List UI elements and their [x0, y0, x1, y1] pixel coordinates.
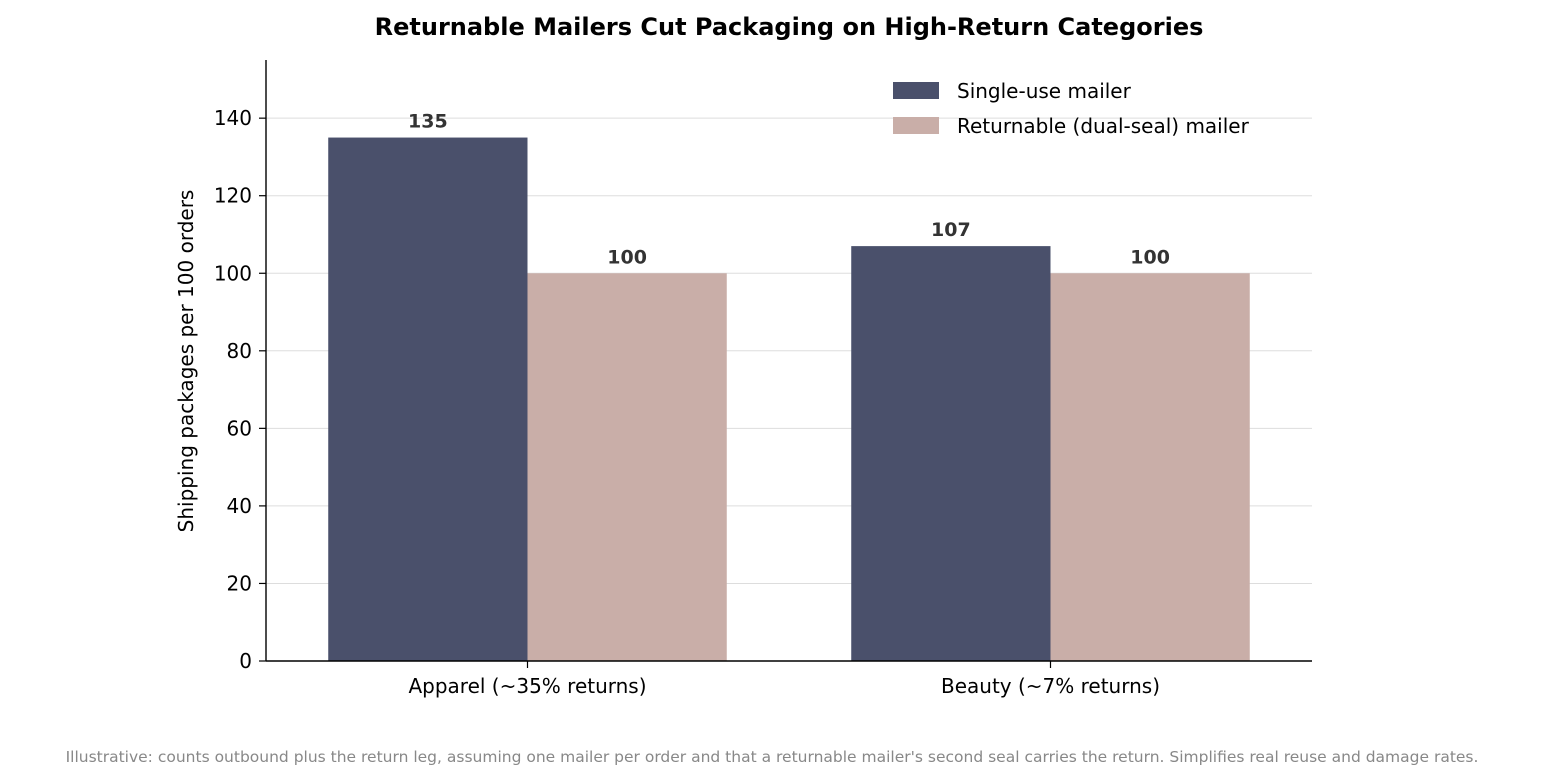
x-tick-label: Apparel (~35% returns) — [408, 674, 646, 698]
legend-label: Returnable (dual-seal) mailer — [957, 114, 1250, 138]
bar-value-label: 100 — [1130, 246, 1170, 268]
y-tick-label: 120 — [214, 184, 252, 208]
x-tick-label: Beauty (~7% returns) — [941, 674, 1160, 698]
bars — [328, 137, 1250, 661]
bar-single-use-mailer — [851, 246, 1051, 661]
y-tick-label: 60 — [227, 416, 252, 440]
bar-labels: 135 100 107 100 — [408, 111, 1170, 269]
chart-title: Returnable Mailers Cut Packaging on High… — [375, 13, 1204, 41]
y-ticks: 0 20 40 60 80 100 120 140 — [214, 106, 266, 673]
bar-value-label: 135 — [408, 111, 448, 133]
y-tick-label: 20 — [227, 571, 252, 595]
y-tick-label: 0 — [239, 649, 252, 673]
y-tick-label: 140 — [214, 106, 252, 130]
bar-returnable-dual-seal-mailer — [1050, 273, 1250, 661]
y-tick-label: 100 — [214, 261, 252, 285]
x-ticks: Apparel (~35% returns) Beauty (~7% return… — [408, 661, 1160, 698]
axes — [265, 60, 1312, 662]
bar-returnable-dual-seal-mailer — [527, 273, 727, 661]
legend-label: Single-use mailer — [957, 79, 1132, 103]
bar-value-label: 107 — [931, 219, 971, 241]
y-tick-label: 80 — [227, 339, 252, 363]
legend: Single-use mailer Returnable (dual-seal) … — [893, 79, 1250, 138]
legend-swatch — [893, 82, 939, 99]
legend-swatch — [893, 117, 939, 134]
bar-value-label: 100 — [607, 246, 647, 268]
bar-single-use-mailer — [328, 137, 528, 661]
y-axis-label: Shipping packages per 100 orders — [174, 190, 198, 533]
footnote: Illustrative: counts outbound plus the r… — [66, 748, 1479, 766]
y-tick-label: 40 — [227, 494, 252, 518]
